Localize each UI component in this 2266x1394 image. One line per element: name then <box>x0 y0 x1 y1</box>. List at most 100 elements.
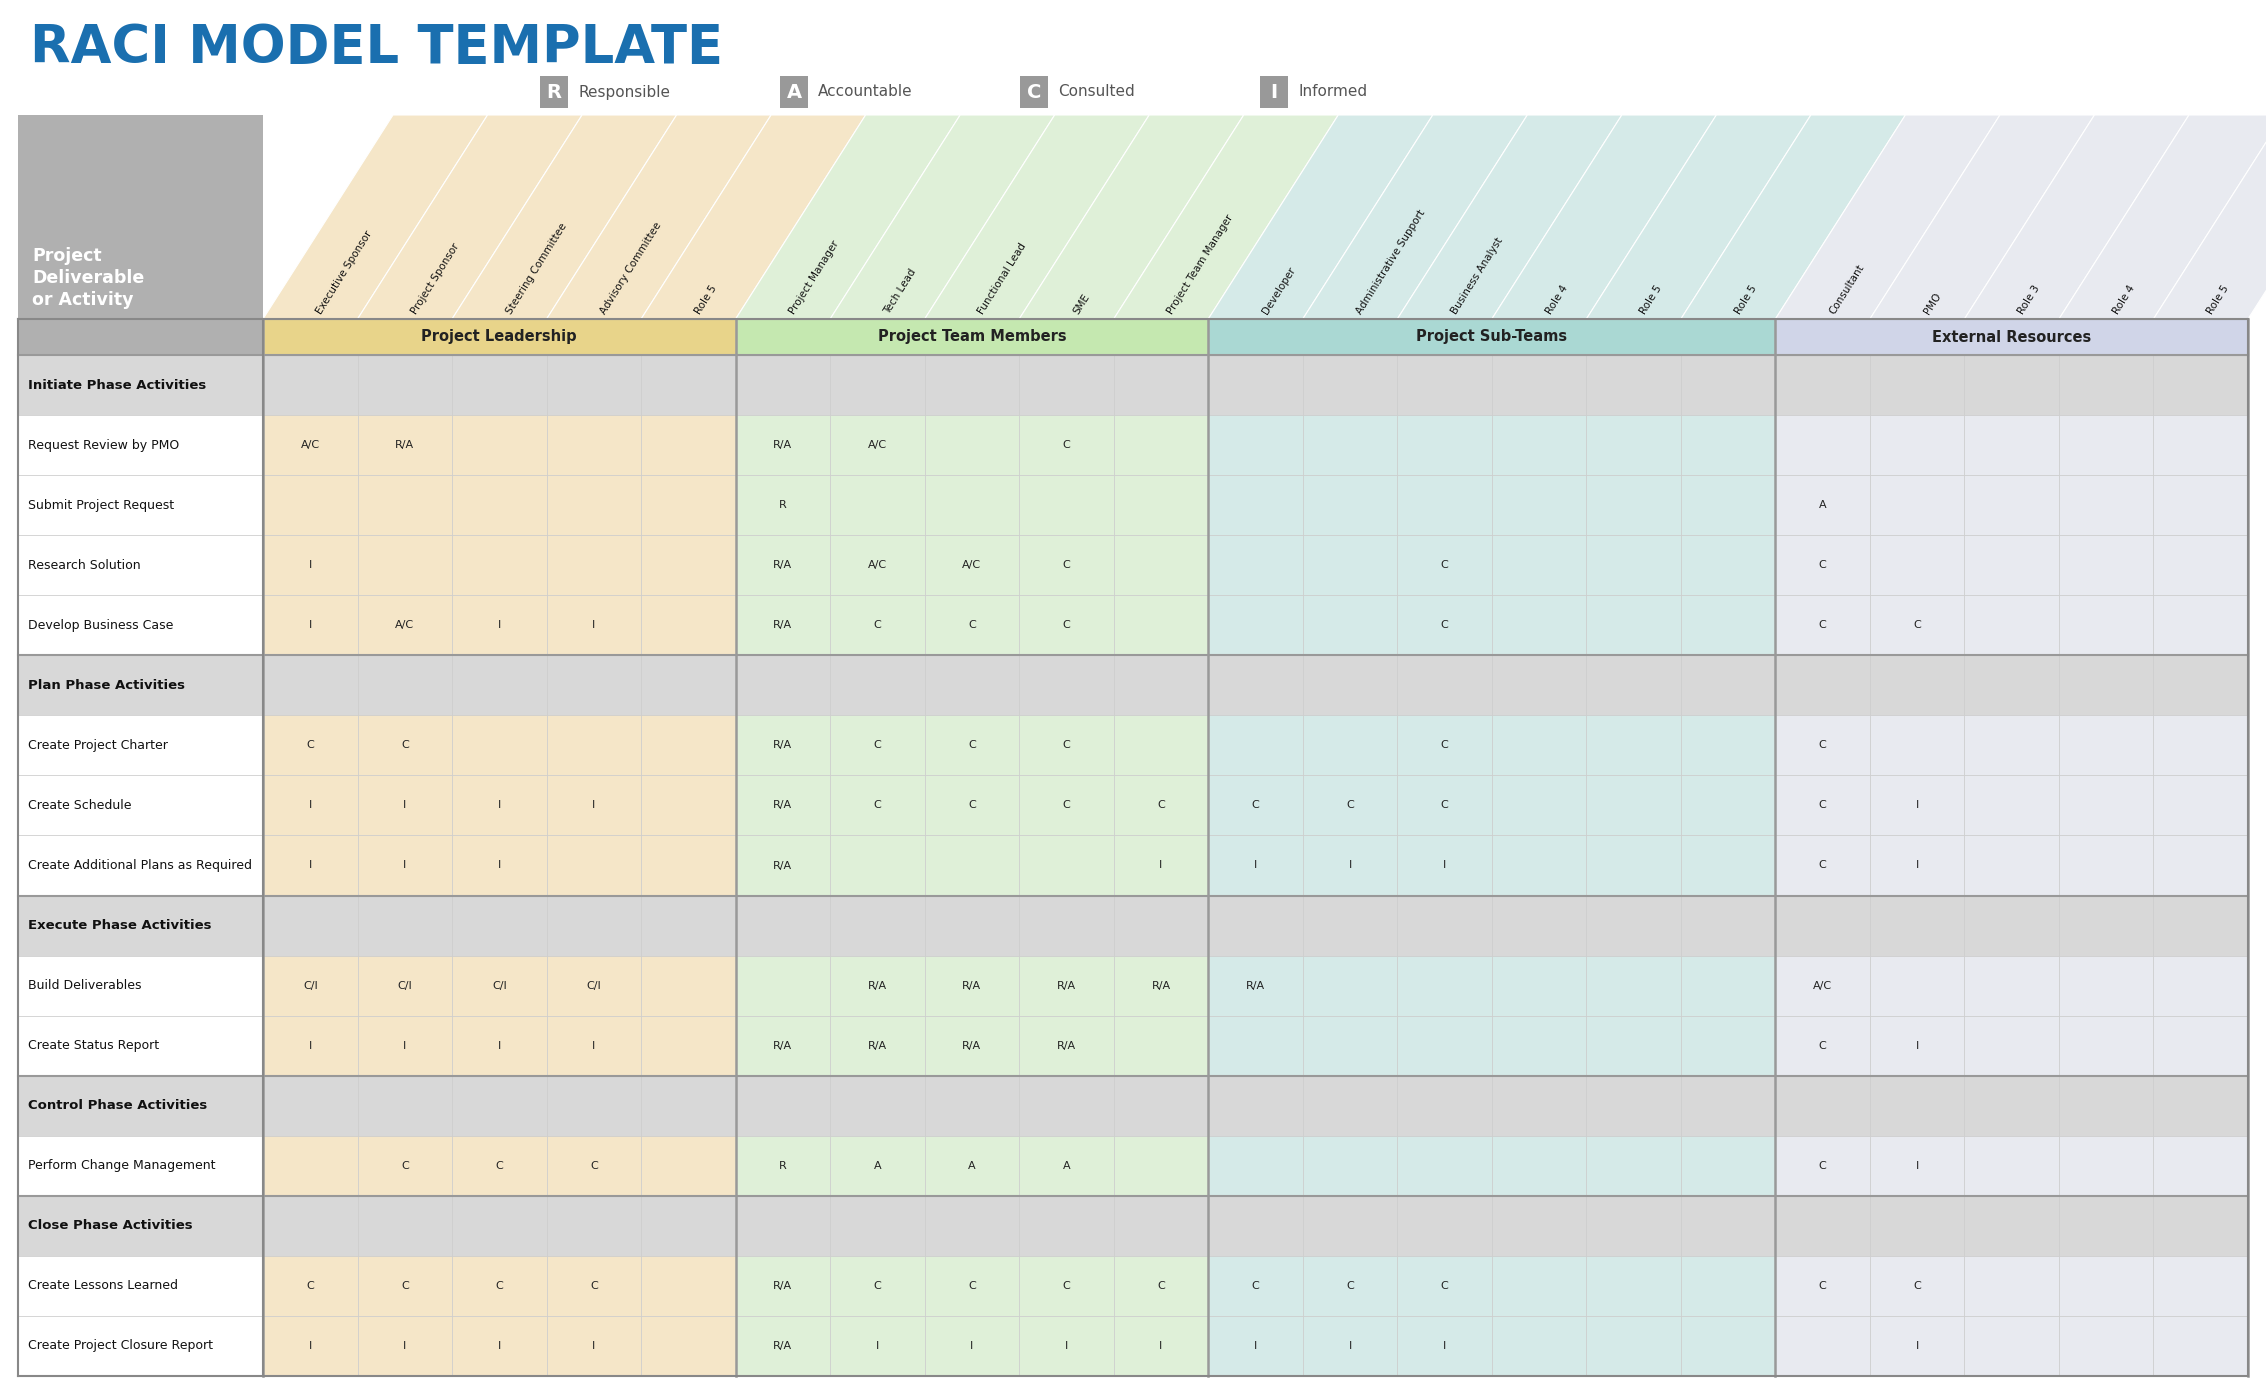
Bar <box>546 895 641 956</box>
Text: C: C <box>1820 620 1826 630</box>
Polygon shape <box>2153 114 2266 319</box>
Bar <box>1491 355 1586 415</box>
Bar <box>1586 1136 1681 1196</box>
Bar <box>2060 895 2153 956</box>
Polygon shape <box>925 114 1149 319</box>
Text: C: C <box>401 1281 408 1291</box>
Text: Create Schedule: Create Schedule <box>27 799 131 811</box>
Bar <box>780 77 809 107</box>
Bar <box>1208 895 1303 956</box>
Text: I: I <box>1915 1041 1919 1051</box>
Bar <box>1869 415 1965 475</box>
Bar <box>1113 775 1208 835</box>
Bar <box>1681 1016 1774 1076</box>
Bar <box>1681 655 1774 715</box>
Bar <box>1303 355 1398 415</box>
Bar <box>546 535 641 595</box>
Bar <box>1965 1076 2060 1136</box>
Bar <box>1869 1016 1965 1076</box>
Bar <box>451 1196 546 1256</box>
Bar <box>641 1196 736 1256</box>
Text: Advisory Committee: Advisory Committee <box>598 220 664 316</box>
Bar <box>1774 655 1869 715</box>
Text: C: C <box>496 1281 503 1291</box>
Bar <box>546 835 641 895</box>
Bar <box>1681 715 1774 775</box>
Text: I: I <box>1348 860 1351 870</box>
Bar <box>2153 1196 2248 1256</box>
Bar <box>18 1196 263 1256</box>
Bar <box>1208 835 1303 895</box>
Bar <box>1774 956 1869 1016</box>
Bar <box>1398 355 1491 415</box>
Text: I: I <box>1271 82 1278 102</box>
Text: C: C <box>589 1161 598 1171</box>
Bar <box>925 1316 1020 1376</box>
Bar <box>736 415 829 475</box>
Bar <box>1586 1076 1681 1136</box>
Bar <box>1020 1136 1113 1196</box>
Text: I: I <box>591 1341 596 1351</box>
Bar <box>451 475 546 535</box>
Bar <box>925 1196 1020 1256</box>
Bar <box>2060 475 2153 535</box>
Text: R/A: R/A <box>773 740 793 750</box>
Text: Project Team Manager: Project Team Manager <box>1165 213 1235 316</box>
Bar <box>1965 475 2060 535</box>
Text: Create Project Closure Report: Create Project Closure Report <box>27 1340 213 1352</box>
Polygon shape <box>1208 114 1432 319</box>
Bar <box>736 835 829 895</box>
Bar <box>546 1136 641 1196</box>
Polygon shape <box>1869 114 2094 319</box>
Text: R/A: R/A <box>868 980 886 991</box>
Bar <box>451 415 546 475</box>
Text: I: I <box>308 1341 313 1351</box>
Bar <box>736 956 829 1016</box>
Bar <box>1020 1256 1113 1316</box>
Text: Project Sub-Teams: Project Sub-Teams <box>1416 329 1568 344</box>
Text: R/A: R/A <box>773 620 793 630</box>
Bar <box>1869 535 1965 595</box>
Text: I: I <box>499 860 501 870</box>
Bar <box>1774 895 1869 956</box>
Bar <box>1113 895 1208 956</box>
Bar <box>1681 355 1774 415</box>
Bar <box>1208 1076 1303 1136</box>
Text: I: I <box>403 1341 406 1351</box>
Bar <box>18 535 263 595</box>
Text: Research Solution: Research Solution <box>27 559 140 572</box>
Bar <box>546 655 641 715</box>
Bar <box>2153 956 2248 1016</box>
Text: Business Analyst: Business Analyst <box>1450 236 1505 316</box>
Bar <box>1491 895 1586 956</box>
Bar <box>18 1316 263 1376</box>
Bar <box>925 895 1020 956</box>
Bar <box>358 655 451 715</box>
Text: Create Lessons Learned: Create Lessons Learned <box>27 1280 179 1292</box>
Bar <box>263 1076 358 1136</box>
Text: R/A: R/A <box>773 441 793 450</box>
Bar <box>358 1316 451 1376</box>
Text: R/A: R/A <box>1246 980 1264 991</box>
Text: Consulted: Consulted <box>1058 85 1135 99</box>
Text: C: C <box>1158 800 1165 810</box>
Bar <box>1681 956 1774 1016</box>
Text: R/A: R/A <box>773 560 793 570</box>
Text: Project Leadership: Project Leadership <box>421 329 578 344</box>
Bar <box>1491 655 1586 715</box>
Bar <box>829 1316 925 1376</box>
Bar <box>829 835 925 895</box>
Bar <box>925 835 1020 895</box>
Text: I: I <box>1915 860 1919 870</box>
Bar <box>18 835 263 895</box>
Bar <box>1774 595 1869 655</box>
Bar <box>1491 535 1586 595</box>
Text: C: C <box>1026 82 1040 102</box>
Text: Create Additional Plans as Required: Create Additional Plans as Required <box>27 859 252 873</box>
Bar <box>1020 1076 1113 1136</box>
Bar <box>263 475 358 535</box>
Text: I: I <box>875 1341 879 1351</box>
Bar <box>2060 1316 2153 1376</box>
Bar <box>736 1076 829 1136</box>
Text: Project Sponsor: Project Sponsor <box>410 241 462 316</box>
